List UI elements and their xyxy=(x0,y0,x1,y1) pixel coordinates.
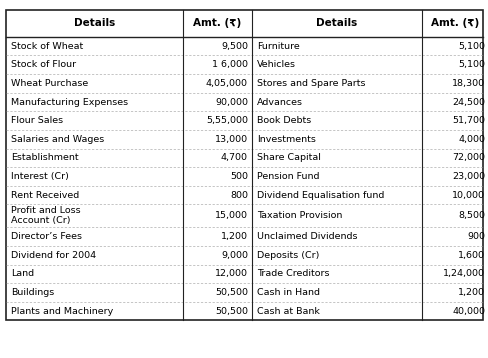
Text: 51,700: 51,700 xyxy=(451,116,484,125)
Text: Trade Creditors: Trade Creditors xyxy=(256,269,328,279)
Text: 1,200: 1,200 xyxy=(221,232,247,241)
Text: 500: 500 xyxy=(229,172,247,181)
Text: 50,500: 50,500 xyxy=(215,306,247,316)
Text: 18,300: 18,300 xyxy=(451,79,484,88)
Text: 12,000: 12,000 xyxy=(215,269,247,279)
Text: 23,000: 23,000 xyxy=(451,172,484,181)
Text: 15,000: 15,000 xyxy=(215,211,247,221)
Text: Furniture: Furniture xyxy=(256,42,299,51)
Text: Amt. (₹): Amt. (₹) xyxy=(430,19,478,28)
Text: 72,000: 72,000 xyxy=(451,153,484,163)
Text: 4,700: 4,700 xyxy=(221,153,247,163)
Text: Wheat Purchase: Wheat Purchase xyxy=(11,79,88,88)
Text: Dividend for 2004: Dividend for 2004 xyxy=(11,251,96,260)
Text: 50,500: 50,500 xyxy=(215,288,247,297)
Text: Investments: Investments xyxy=(256,135,315,144)
Bar xyxy=(6,10,482,320)
Text: 9,000: 9,000 xyxy=(221,251,247,260)
Text: Vehicles: Vehicles xyxy=(256,60,295,69)
Text: Land: Land xyxy=(11,269,34,279)
Text: Book Debts: Book Debts xyxy=(256,116,310,125)
Text: 90,000: 90,000 xyxy=(215,97,247,107)
Text: Deposits (Cr): Deposits (Cr) xyxy=(256,251,319,260)
Text: 40,000: 40,000 xyxy=(451,306,484,316)
Text: Salaries and Wages: Salaries and Wages xyxy=(11,135,104,144)
Text: Taxation Provision: Taxation Provision xyxy=(256,211,342,221)
Text: Stock of Flour: Stock of Flour xyxy=(11,60,76,69)
Text: Unclaimed Dividends: Unclaimed Dividends xyxy=(256,232,357,241)
Text: Cash in Hand: Cash in Hand xyxy=(256,288,319,297)
Text: Director’s Fees: Director’s Fees xyxy=(11,232,82,241)
Text: Advances: Advances xyxy=(256,97,302,107)
Text: Stock of Wheat: Stock of Wheat xyxy=(11,42,83,51)
Text: 5,100: 5,100 xyxy=(457,60,484,69)
Text: 1,600: 1,600 xyxy=(457,251,484,260)
Text: Share Capital: Share Capital xyxy=(256,153,320,163)
Text: Establishment: Establishment xyxy=(11,153,79,163)
Text: 4,05,000: 4,05,000 xyxy=(205,79,247,88)
Text: Stores and Spare Parts: Stores and Spare Parts xyxy=(256,79,365,88)
Text: 1,24,000: 1,24,000 xyxy=(442,269,484,279)
Text: 8,500: 8,500 xyxy=(457,211,484,221)
Text: Rent Received: Rent Received xyxy=(11,190,80,200)
Text: Details: Details xyxy=(315,19,357,28)
Text: Manufacturing Expenses: Manufacturing Expenses xyxy=(11,97,128,107)
Text: 5,100: 5,100 xyxy=(457,42,484,51)
Text: 13,000: 13,000 xyxy=(214,135,247,144)
Text: Buildings: Buildings xyxy=(11,288,54,297)
Text: 24,500: 24,500 xyxy=(451,97,484,107)
Text: 9,500: 9,500 xyxy=(221,42,247,51)
Text: Amt. (₹): Amt. (₹) xyxy=(193,19,241,28)
Text: 1 6,000: 1 6,000 xyxy=(211,60,247,69)
Text: Profit and Loss
Account (Cr): Profit and Loss Account (Cr) xyxy=(11,206,81,226)
Text: Interest (Cr): Interest (Cr) xyxy=(11,172,69,181)
Text: Cash at Bank: Cash at Bank xyxy=(256,306,319,316)
Text: Dividend Equalisation fund: Dividend Equalisation fund xyxy=(256,190,383,200)
Text: Pension Fund: Pension Fund xyxy=(256,172,319,181)
Text: Plants and Machinery: Plants and Machinery xyxy=(11,306,113,316)
Text: Details: Details xyxy=(74,19,115,28)
Text: 800: 800 xyxy=(229,190,247,200)
Text: 900: 900 xyxy=(466,232,484,241)
Text: Flour Sales: Flour Sales xyxy=(11,116,63,125)
Text: 10,000: 10,000 xyxy=(451,190,484,200)
Text: 5,55,000: 5,55,000 xyxy=(205,116,247,125)
Text: 4,000: 4,000 xyxy=(457,135,484,144)
Text: 1,200: 1,200 xyxy=(457,288,484,297)
